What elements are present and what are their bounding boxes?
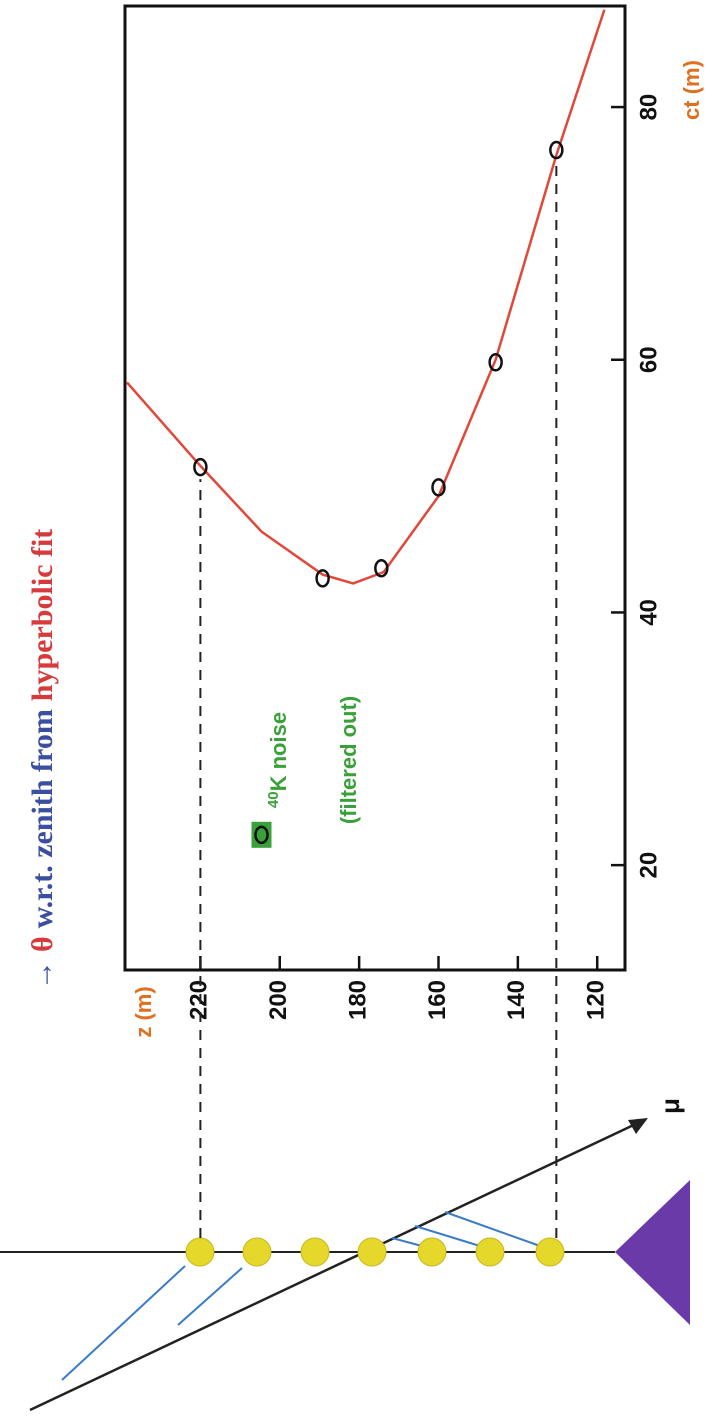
annotation-sup: 40 <box>265 791 282 808</box>
y-axis-label: z (m) <box>131 986 156 1037</box>
anchor <box>615 1180 690 1325</box>
track-label: μ <box>655 1098 685 1114</box>
x-tick-label: 20 <box>635 852 662 879</box>
title-segment: hyperbolic fit <box>26 529 59 702</box>
x-axis-label: ct (m) <box>679 60 704 120</box>
photon-arrows <box>62 1212 540 1380</box>
y-tick-label: 180 <box>344 980 371 1020</box>
x-tick-label: 60 <box>635 346 662 373</box>
fit-curve <box>127 10 604 584</box>
y-tick-label: 160 <box>424 980 451 1020</box>
annotation: 40K noise <box>265 712 291 808</box>
title-segment: → <box>26 960 59 990</box>
annotation-text: K noise <box>266 712 291 791</box>
title-segment: θ <box>26 936 59 952</box>
y-tick-label: 220 <box>186 980 213 1020</box>
chart-title: → θ w.r.t. zenith from hyperbolic fit <box>26 529 59 990</box>
y-tick-label: 120 <box>583 980 610 1020</box>
y-tick-label: 200 <box>265 980 292 1020</box>
x-tick-label: 80 <box>635 94 662 121</box>
y-tick-label: 140 <box>503 980 530 1020</box>
annotation: (filtered out) <box>336 696 361 824</box>
title-segment: w.r.t. zenith from <box>26 709 59 928</box>
hit-point <box>317 570 329 586</box>
x-tick-label: 40 <box>635 599 662 626</box>
chart: μ → θ w.r.t. zenith from hyperbolic fit ct … <box>0 0 707 1422</box>
